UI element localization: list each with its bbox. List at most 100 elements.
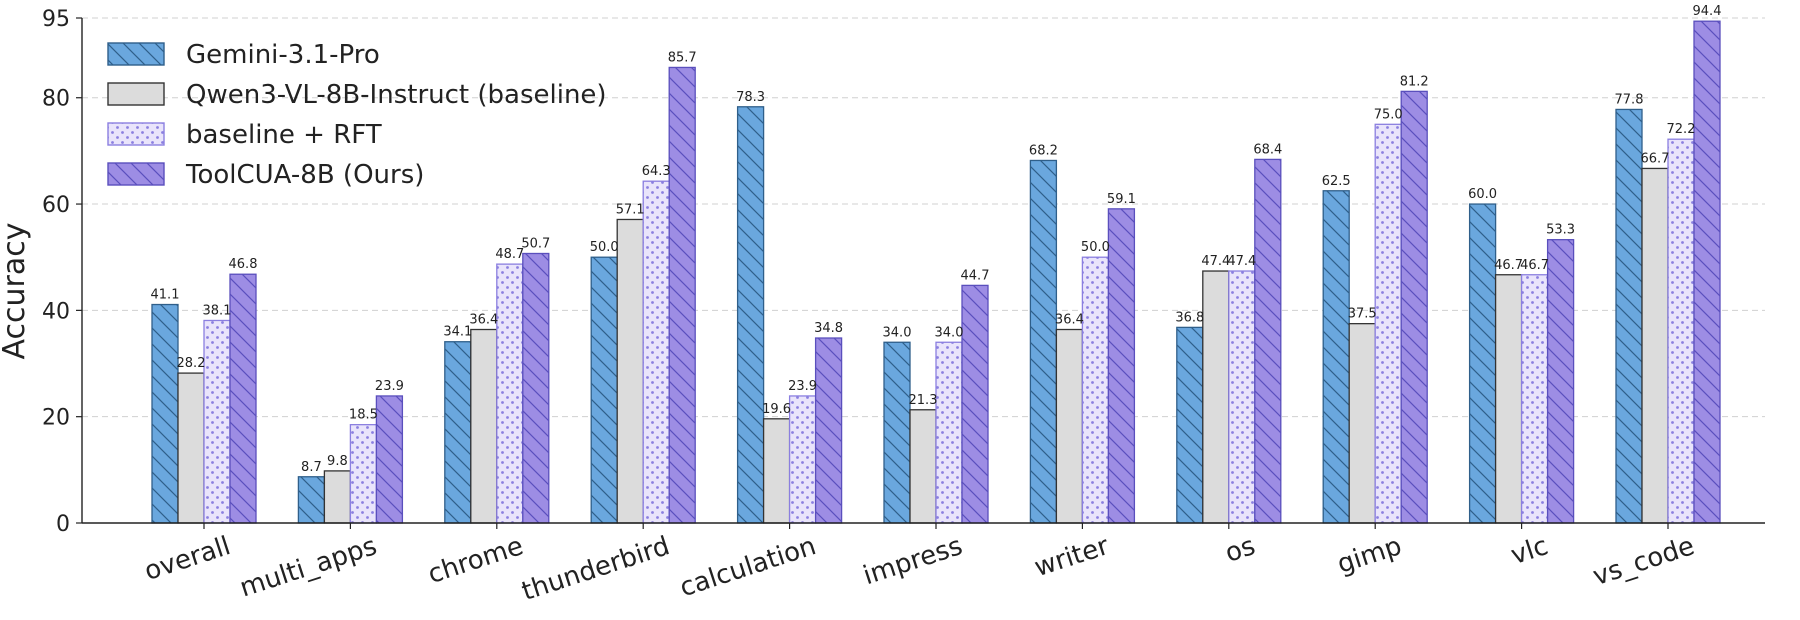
y-tick-label: 40 bbox=[42, 299, 70, 324]
data-label: 94.4 bbox=[1693, 4, 1722, 19]
bar bbox=[1546, 239, 1575, 524]
data-label: 78.3 bbox=[736, 90, 765, 105]
bar bbox=[1494, 274, 1523, 524]
legend-label: baseline + RFT bbox=[186, 120, 382, 150]
bar bbox=[1400, 90, 1428, 524]
bar bbox=[814, 337, 843, 524]
bar bbox=[1176, 326, 1204, 524]
bar bbox=[1202, 270, 1230, 524]
data-label: 9.8 bbox=[327, 454, 348, 469]
y-axis-title: Accuracy bbox=[0, 223, 32, 360]
legend-swatch bbox=[107, 162, 165, 186]
data-label: 75.0 bbox=[1374, 107, 1403, 122]
bar bbox=[522, 252, 550, 524]
legend-label: Gemini-3.1-Pro bbox=[186, 40, 380, 70]
data-label: 48.7 bbox=[495, 247, 524, 262]
bar bbox=[1615, 108, 1643, 524]
legend-swatch bbox=[107, 122, 165, 146]
data-label: 85.7 bbox=[668, 50, 697, 65]
bar bbox=[1693, 20, 1721, 524]
legend: Gemini-3.1-Pro Qwen3-VL-8B-Instruct (base… bbox=[107, 40, 607, 190]
legend-label: Qwen3-VL-8B-Instruct (baseline) bbox=[186, 80, 607, 110]
bar bbox=[961, 284, 989, 524]
legend-label: ToolCUA-8B (Ours) bbox=[185, 160, 424, 190]
data-label: 36.4 bbox=[469, 313, 498, 328]
bar bbox=[444, 341, 472, 524]
bar bbox=[349, 424, 378, 524]
data-label: 44.7 bbox=[961, 268, 990, 283]
data-label: 46.7 bbox=[1494, 258, 1523, 273]
bar bbox=[375, 395, 404, 524]
data-label: 19.6 bbox=[762, 402, 791, 417]
data-label: 46.7 bbox=[1520, 258, 1549, 273]
data-label: 41.1 bbox=[151, 288, 180, 303]
bar bbox=[616, 218, 644, 524]
bar bbox=[668, 66, 696, 524]
x-tick-label: writer bbox=[1031, 531, 1113, 583]
bar bbox=[590, 256, 618, 524]
data-label: 23.9 bbox=[375, 379, 404, 394]
x-tick-label: os bbox=[1222, 531, 1259, 569]
bar bbox=[1055, 328, 1084, 524]
x-tick-label: overall bbox=[141, 531, 234, 587]
bar bbox=[788, 395, 817, 524]
bar bbox=[1348, 323, 1376, 524]
bar bbox=[1641, 167, 1669, 524]
data-label: 59.1 bbox=[1107, 192, 1136, 207]
bar bbox=[1107, 208, 1136, 524]
data-label: 36.8 bbox=[1175, 310, 1204, 325]
y-tick-label: 20 bbox=[42, 406, 70, 431]
data-label: 47.4 bbox=[1201, 254, 1230, 269]
data-label: 50.0 bbox=[590, 240, 619, 255]
data-label: 23.9 bbox=[788, 379, 817, 394]
value-labels: 41.128.238.146.88.7 9.818.523.934.136.448… bbox=[151, 4, 1722, 475]
bar bbox=[1029, 159, 1058, 524]
data-label: 34.8 bbox=[814, 321, 843, 336]
bar bbox=[736, 106, 765, 524]
y-tick-label: 0 bbox=[56, 512, 70, 537]
data-label: 46.8 bbox=[229, 257, 258, 272]
data-label: 68.4 bbox=[1253, 142, 1282, 157]
bar bbox=[177, 372, 205, 524]
data-label: 53.3 bbox=[1546, 223, 1575, 238]
bar bbox=[1322, 190, 1350, 524]
data-label: 66.7 bbox=[1641, 151, 1670, 166]
x-tick-label: gimp bbox=[1334, 531, 1406, 580]
legend-swatch bbox=[107, 42, 165, 66]
data-label: 36.4 bbox=[1055, 313, 1084, 328]
bars bbox=[151, 20, 1721, 524]
data-label: 18.5 bbox=[349, 408, 378, 423]
bar bbox=[496, 263, 524, 524]
bar bbox=[470, 328, 498, 524]
bar bbox=[1081, 256, 1110, 524]
bar bbox=[883, 341, 911, 524]
x-tick-label: vlc bbox=[1507, 531, 1551, 571]
data-label: 81.2 bbox=[1400, 74, 1429, 89]
bar bbox=[642, 180, 670, 524]
data-label: 21.3 bbox=[909, 393, 938, 408]
bar bbox=[1520, 274, 1549, 524]
bar bbox=[1228, 270, 1256, 524]
bar bbox=[151, 303, 179, 524]
bar bbox=[229, 273, 257, 524]
data-label: 57.1 bbox=[616, 202, 645, 217]
data-label: 62.5 bbox=[1322, 174, 1351, 189]
bar bbox=[762, 418, 791, 524]
data-label: 77.8 bbox=[1615, 92, 1644, 107]
bar bbox=[935, 341, 963, 524]
data-label: 50.0 bbox=[1081, 240, 1110, 255]
x-tick-label: multi_apps bbox=[236, 531, 380, 603]
data-label: 50.7 bbox=[521, 236, 550, 251]
data-label: 37.5 bbox=[1348, 307, 1377, 322]
data-label: 60.0 bbox=[1468, 187, 1497, 202]
y-tick-label: 95 bbox=[42, 7, 70, 32]
data-label: 68.2 bbox=[1029, 143, 1058, 158]
data-label: 34.0 bbox=[935, 325, 964, 340]
data-label: 64.3 bbox=[642, 164, 671, 179]
y-tick-label: 80 bbox=[42, 87, 70, 112]
bar bbox=[203, 319, 231, 524]
bar bbox=[323, 470, 352, 524]
x-tick-label: impress bbox=[860, 531, 967, 591]
